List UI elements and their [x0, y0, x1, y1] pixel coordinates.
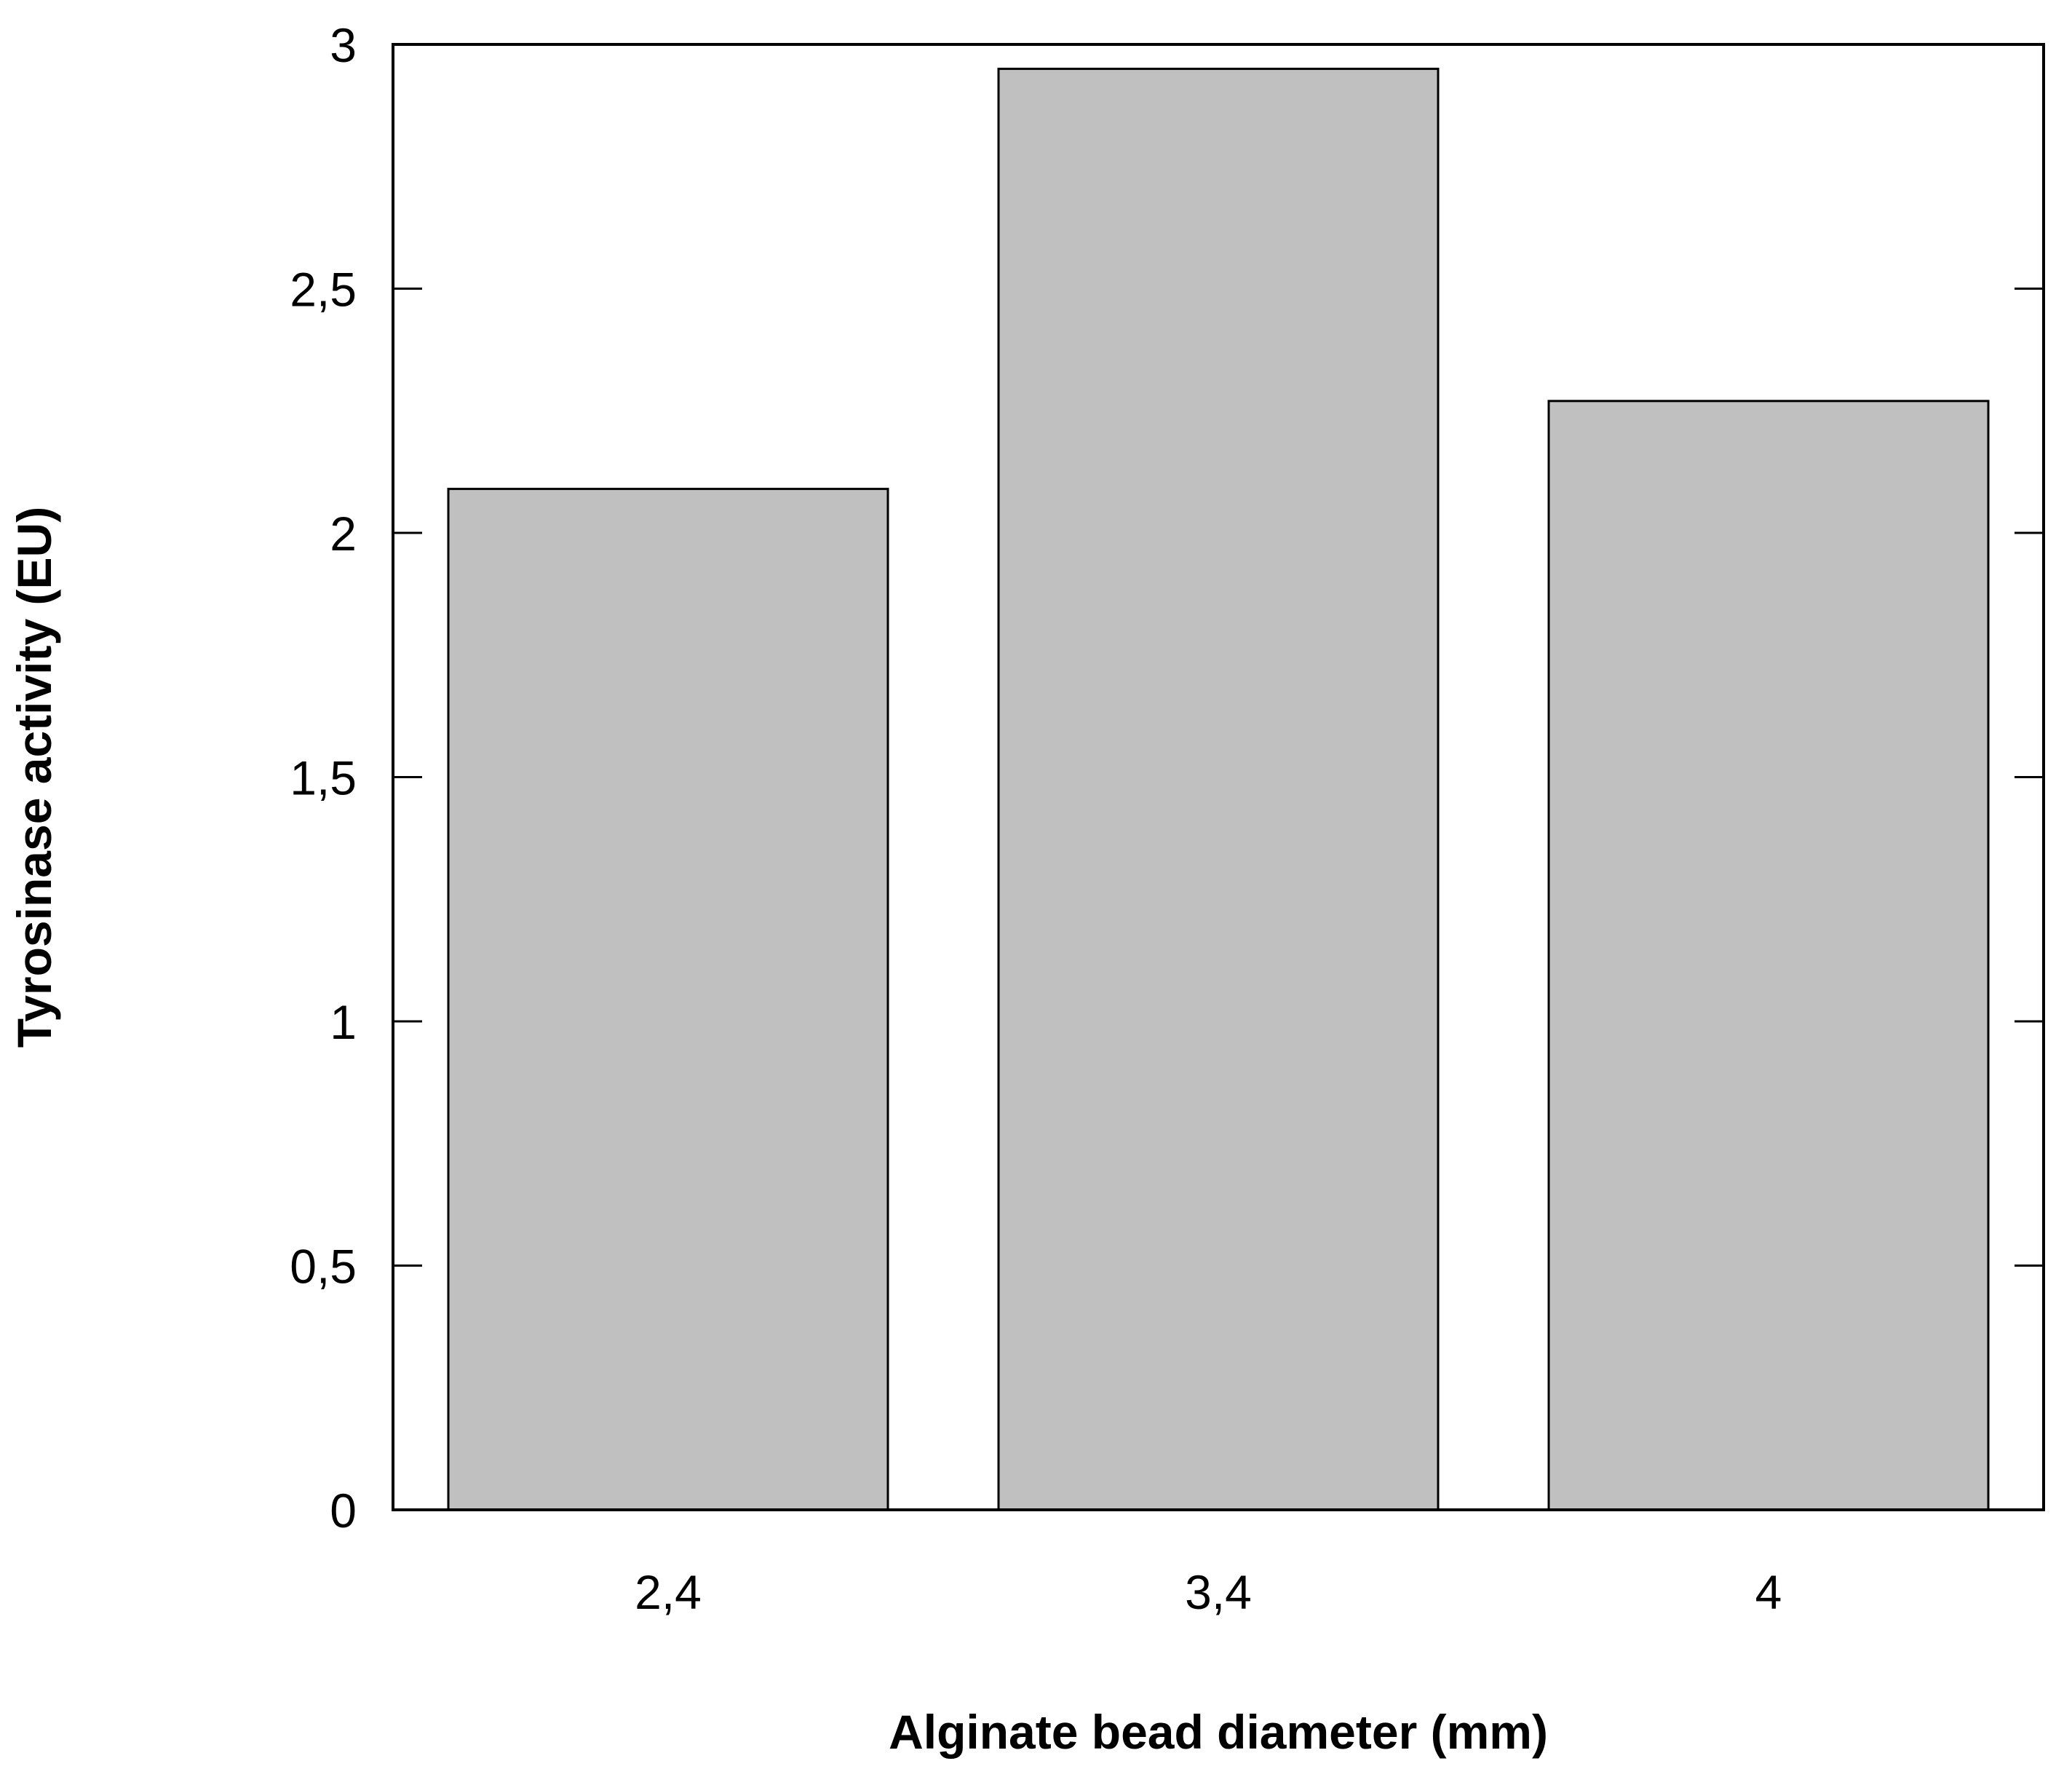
bar-3: [1547, 400, 1990, 1511]
bars-group: [447, 68, 1990, 1511]
y-tick-label: 2: [330, 507, 357, 561]
bar-1: [447, 488, 889, 1511]
y-tick-label: 1,5: [290, 751, 357, 805]
y-tick-label: 3: [330, 18, 357, 72]
y-tick-label: 0,5: [290, 1240, 357, 1294]
y-tick-label: 1: [330, 995, 357, 1049]
tick-labels-group: 2,4 3,4 4 0 0,5 1 1,5 2 2,5 3: [290, 18, 1782, 1619]
y-tick-label: 0: [330, 1484, 357, 1537]
bar-2: [997, 68, 1440, 1511]
y-tick-label: 2,5: [290, 263, 357, 317]
x-tick-label: 3,4: [1185, 1565, 1252, 1619]
y-axis-title: Tyrosinase activity (EU): [7, 507, 61, 1048]
ticks-group: [393, 43, 2044, 1511]
x-tick-label: 4: [1755, 1565, 1782, 1619]
x-axis-title: Alginate bead diameter (mm): [889, 1705, 1548, 1759]
x-tick-label: 2,4: [635, 1565, 702, 1619]
